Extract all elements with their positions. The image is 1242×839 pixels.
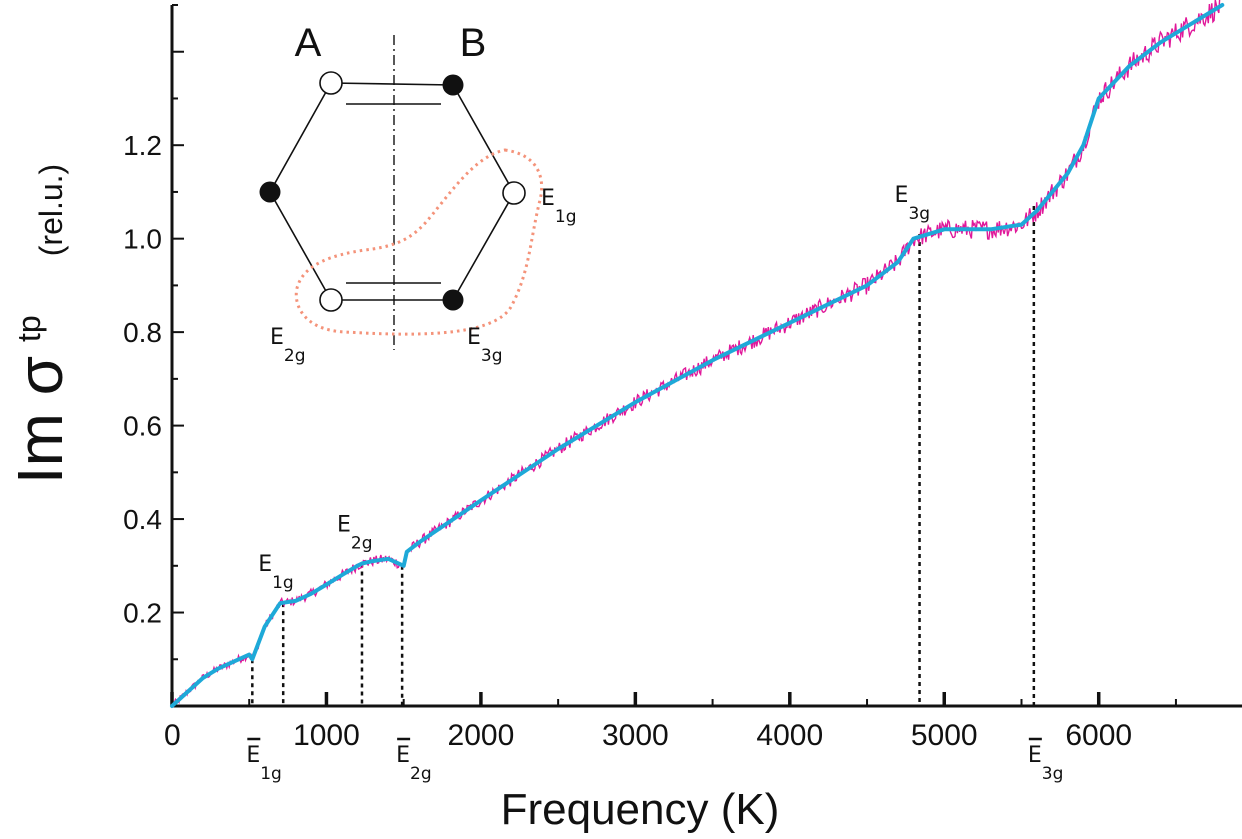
x-tick-label: 2000 bbox=[448, 719, 515, 752]
inset-mode-label-e3g: E3g bbox=[467, 325, 503, 366]
inset-hexagon-diagram: A B E1g E2g E3g bbox=[259, 21, 577, 366]
inset-atom-open-right bbox=[502, 181, 526, 205]
y-tick-label: 0.4 bbox=[123, 504, 162, 535]
inset-atom-open-bottom-left bbox=[319, 288, 343, 312]
inset-label-b: B bbox=[460, 21, 487, 65]
marker-label: E3g bbox=[1028, 743, 1064, 784]
x-axis-label: Frequency (K) bbox=[501, 785, 780, 834]
inset-atom-open-top-left bbox=[319, 71, 343, 95]
series-noisy-line bbox=[171, 0, 1221, 708]
marker-label: E2g bbox=[396, 743, 432, 784]
y-axis-label: Im σ bbox=[4, 356, 76, 484]
y-tick-labels: 0.2 0.4 0.6 0.8 1.0 1.2 bbox=[123, 130, 162, 628]
series-group bbox=[170, 0, 1225, 708]
marker-label: E3g bbox=[895, 183, 931, 224]
inset-mode-label-e2g: E2g bbox=[270, 325, 306, 366]
mode-markers: E1g E1g E2g E2g E3g E3g bbox=[246, 183, 1063, 784]
axis-ticks bbox=[170, 4, 1177, 706]
inset-mode-label-e1g: E1g bbox=[541, 186, 577, 227]
series-smooth-line bbox=[170, 3, 1225, 708]
y-axis-title: Im σ tp (rel.u.) bbox=[4, 164, 76, 484]
y-tick-label: 0.2 bbox=[123, 598, 162, 629]
inset-hexagon bbox=[269, 82, 515, 301]
marker-label: E1g bbox=[246, 743, 282, 784]
x-tick-label: 4000 bbox=[756, 719, 823, 752]
y-tick-label: 1.0 bbox=[123, 224, 162, 255]
x-tick-label: 5000 bbox=[911, 719, 978, 752]
marker-label: E1g bbox=[258, 552, 294, 593]
x-tick-labels: 0 1000 2000 3000 4000 5000 6000 bbox=[164, 719, 1132, 752]
marker-label: E2g bbox=[337, 512, 373, 553]
inset-atom-filled-bottom-right bbox=[442, 289, 464, 311]
y-tick-label: 0.8 bbox=[123, 317, 162, 348]
y-tick-label: 1.2 bbox=[123, 130, 162, 161]
y-axis-unit: (rel.u.) bbox=[33, 164, 69, 256]
x-tick-label: 1000 bbox=[293, 719, 360, 752]
x-tick-label: 3000 bbox=[602, 719, 669, 752]
inset-label-a: A bbox=[295, 21, 322, 65]
x-tick-label: 0 bbox=[164, 719, 181, 752]
inset-atom-filled-top-right bbox=[442, 74, 464, 96]
inset-dotted-outline bbox=[294, 148, 544, 336]
y-axis-label-superscript: tp bbox=[11, 315, 47, 342]
y-tick-label: 0.6 bbox=[123, 411, 162, 442]
inset-atom-filled-left bbox=[259, 181, 281, 203]
x-tick-label: 6000 bbox=[1065, 719, 1132, 752]
